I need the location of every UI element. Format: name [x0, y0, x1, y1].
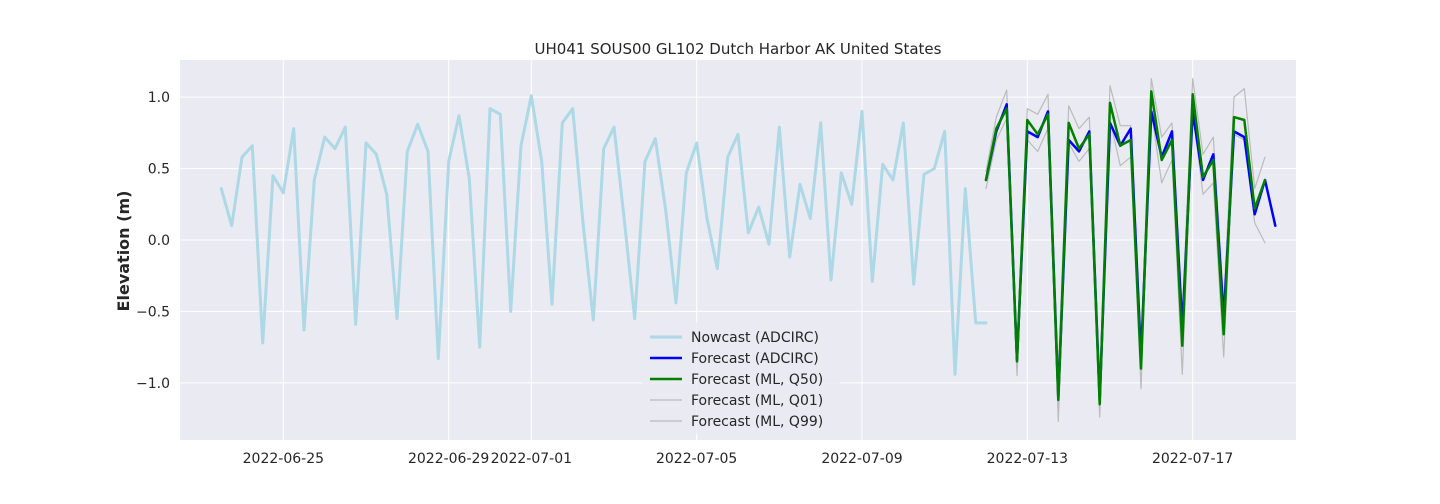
x-tick-label: 2022-07-17	[1152, 451, 1233, 467]
legend-entry: Forecast (ML, Q01)	[691, 393, 823, 409]
x-tick-label: 2022-07-09	[821, 451, 902, 467]
series-layer	[219, 77, 1277, 422]
legend-entry: Nowcast (ADCIRC)	[691, 330, 819, 346]
y-tick-label: −1.0	[136, 376, 170, 392]
y-tick-label: −0.5	[136, 304, 170, 320]
y-tick-label: 0.0	[148, 233, 170, 249]
x-tick-label: 2022-07-01	[491, 451, 572, 467]
x-axis: 2022-06-25 2022-06-29 2022-07-01 2022-07-05…	[243, 451, 1234, 467]
series-line-2	[984, 90, 1267, 406]
legend-entry: Forecast (ML, Q99)	[691, 414, 823, 430]
y-tick-label: 1.0	[148, 90, 170, 106]
series-line-0	[219, 94, 988, 376]
legend-entry: Forecast (ADCIRC)	[691, 351, 819, 367]
y-axis: −1.0 −0.5 0.0 0.5 1.0	[136, 90, 170, 392]
x-tick-label: 2022-07-13	[987, 451, 1068, 467]
x-tick-label: 2022-06-25	[243, 451, 324, 467]
legend: Nowcast (ADCIRC) Forecast (ADCIRC) Forecas…	[642, 322, 840, 434]
legend-entry: Forecast (ML, Q50)	[691, 372, 823, 388]
legend-box	[642, 322, 840, 434]
chart-title: UH041 SOUS00 GL102 Dutch Harbor AK Unite…	[535, 40, 942, 58]
y-axis-label: Elevation (m)	[114, 191, 133, 312]
y-tick-label: 0.5	[148, 162, 170, 178]
series-line-3	[985, 110, 1266, 422]
x-tick-label: 2022-07-05	[656, 451, 737, 467]
x-tick-label: 2022-06-29	[408, 451, 489, 467]
